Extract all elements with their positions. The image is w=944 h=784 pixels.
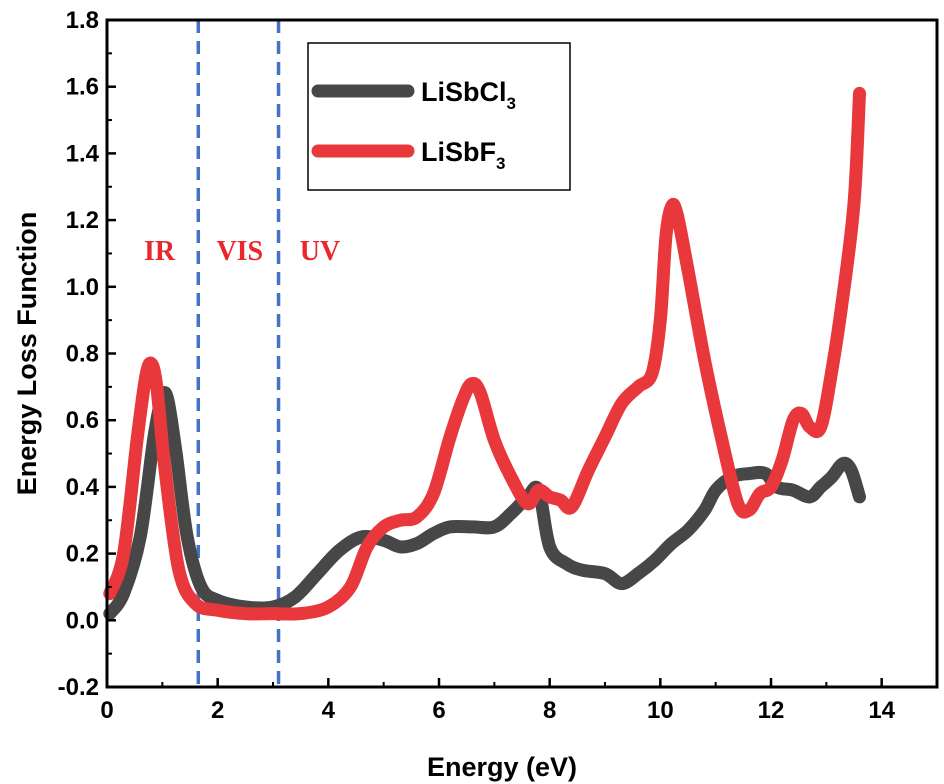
x-tick-label: 8 [543, 697, 556, 724]
legend-label-lisbf3: LiSbF3 [421, 137, 505, 173]
region-label-ir: IR [144, 236, 176, 267]
series-line-lisbf3 [103, 86, 866, 621]
region-label-vis: VIS [216, 236, 263, 267]
x-tick-label: 6 [432, 697, 445, 724]
region-boundaries [196, 20, 281, 687]
x-tick-label: 2 [211, 697, 224, 724]
x-tick-label: 0 [100, 697, 113, 724]
y-tick-label: 0.6 [66, 407, 99, 434]
series-layer [103, 86, 866, 621]
x-tick-label: 4 [322, 697, 336, 724]
y-tick-label: 1.2 [66, 207, 99, 234]
y-axis: -0.2 0.0 0.2 0.4 0.6 0.8 1.0 1.2 1.4 1.6 1.8 [58, 7, 116, 701]
series-line-lisbcl3 [103, 386, 866, 621]
x-axis: 0 2 4 6 8 10 12 14 [100, 678, 896, 724]
legend-box [307, 42, 571, 191]
y-tick-label: 1.6 [66, 74, 99, 101]
y-tick-label: 1.8 [66, 7, 99, 34]
y-tick-label: 0.0 [66, 607, 99, 634]
legend-label-lisbcl3: LiSbCl3 [421, 77, 516, 113]
y-tick-label: 0.4 [66, 474, 100, 501]
region-labels: IR VIS UV [144, 236, 340, 267]
legend: LiSbCl3 LiSbF3 [307, 42, 571, 191]
region-label-uv: UV [300, 236, 340, 267]
y-tick-label: -0.2 [58, 674, 99, 701]
x-tick-label: 14 [868, 697, 895, 724]
y-tick-label: 0.8 [66, 341, 99, 368]
y-axis-title: Energy Loss Function [12, 212, 42, 496]
x-tick-label: 10 [647, 697, 674, 724]
y-tick-label: 1.0 [66, 274, 99, 301]
x-tick-label: 12 [758, 697, 785, 724]
y-tick-label: 0.2 [66, 541, 99, 568]
x-axis-title: Energy (eV) [427, 752, 577, 782]
y-tick-label: 1.4 [66, 140, 100, 167]
